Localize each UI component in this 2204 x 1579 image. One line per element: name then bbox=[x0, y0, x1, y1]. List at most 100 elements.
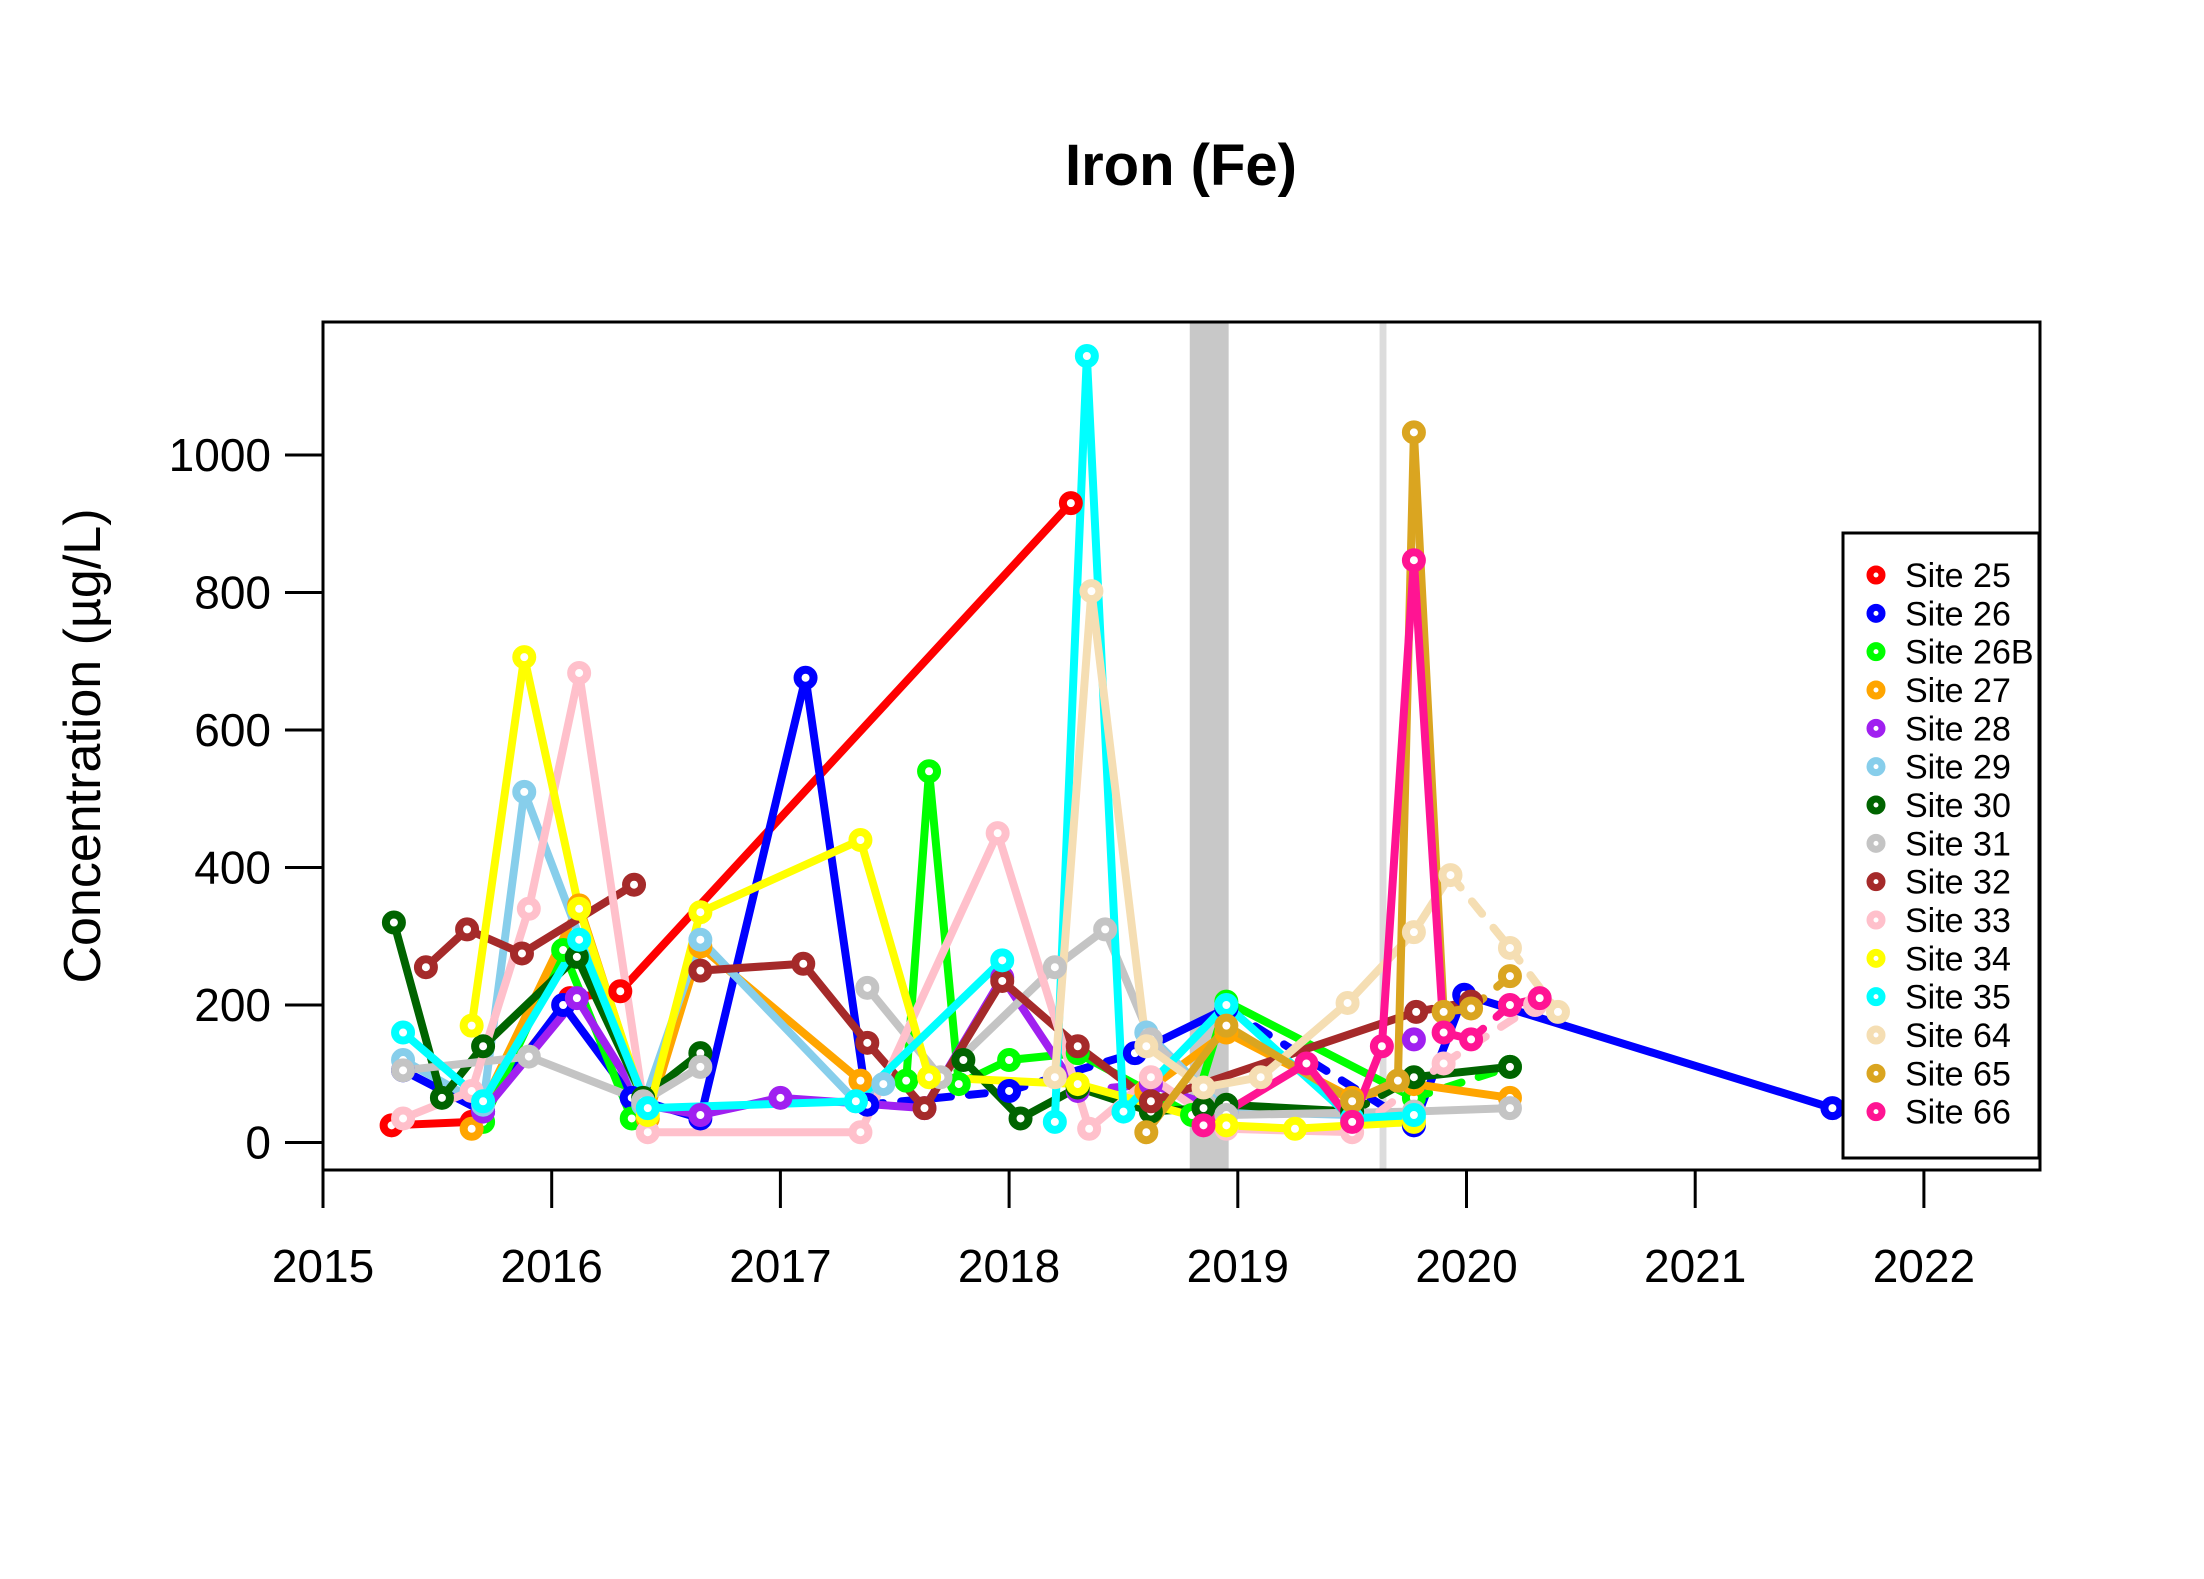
data-point bbox=[1335, 990, 1360, 1015]
data-point bbox=[1459, 1027, 1484, 1052]
data-point bbox=[1294, 1051, 1319, 1076]
data-point bbox=[512, 645, 537, 670]
data-point bbox=[1214, 993, 1239, 1017]
legend-marker bbox=[1866, 910, 1886, 930]
data-point bbox=[1134, 1120, 1159, 1145]
data-point bbox=[843, 1089, 868, 1114]
data-point bbox=[567, 660, 592, 685]
x-tick-label: 2018 bbox=[958, 1240, 1060, 1292]
data-point bbox=[1497, 1096, 1522, 1121]
data-point bbox=[1459, 996, 1484, 1021]
legend-marker bbox=[1866, 642, 1886, 662]
data-point bbox=[1340, 1089, 1365, 1114]
line-segment bbox=[1050, 587, 1096, 1082]
x-tick-label: 2017 bbox=[729, 1240, 831, 1292]
data-point bbox=[855, 1030, 880, 1055]
data-point bbox=[894, 1068, 919, 1093]
data-point bbox=[848, 1120, 873, 1145]
data-point bbox=[635, 1096, 660, 1121]
legend-label: Site 34 bbox=[1905, 940, 2011, 978]
line-segment bbox=[575, 668, 652, 1137]
legend-label: Site 31 bbox=[1905, 825, 2011, 863]
legend-entry: Site 26 bbox=[1866, 595, 2011, 633]
legend-entry: Site 33 bbox=[1866, 902, 2011, 940]
data-point bbox=[1401, 420, 1426, 445]
data-point bbox=[917, 759, 942, 784]
data-point bbox=[1214, 1013, 1239, 1038]
line-segment bbox=[1446, 871, 1514, 952]
legend-marker bbox=[1866, 603, 1886, 623]
data-point bbox=[1008, 1106, 1033, 1131]
line-segment bbox=[863, 1086, 1014, 1109]
data-point bbox=[1527, 986, 1552, 1011]
y-tick-label: 800 bbox=[194, 567, 271, 619]
data-point bbox=[1401, 1103, 1426, 1127]
line-segment bbox=[479, 935, 584, 1106]
series-lines bbox=[387, 352, 1837, 1137]
legend-marker bbox=[1866, 987, 1886, 1007]
data-point bbox=[516, 1044, 541, 1069]
y-tick-label: 400 bbox=[194, 842, 271, 894]
y-axis-label: Concentration (µg/L) bbox=[54, 508, 112, 983]
data-point bbox=[997, 1048, 1022, 1072]
data-point bbox=[997, 1078, 1022, 1103]
legend-entry: Site 25 bbox=[1866, 557, 2011, 595]
highlight-bands bbox=[1189, 322, 1387, 1170]
data-point bbox=[1404, 999, 1429, 1024]
line-segment bbox=[616, 499, 1075, 996]
legend-label: Site 26B bbox=[1905, 634, 2034, 672]
legend-marker bbox=[1866, 718, 1886, 738]
data-point bbox=[1065, 1034, 1090, 1059]
legend-marker bbox=[1866, 757, 1886, 777]
data-point bbox=[848, 1068, 873, 1093]
x-tick-label: 2019 bbox=[1187, 1240, 1289, 1292]
series-points bbox=[379, 344, 1845, 1145]
data-point bbox=[1093, 917, 1118, 942]
line-segment bbox=[1393, 428, 1418, 1085]
data-point bbox=[1138, 1065, 1163, 1090]
data-point bbox=[429, 1085, 454, 1110]
data-point bbox=[1282, 1116, 1307, 1141]
x-tick-label: 2016 bbox=[501, 1240, 603, 1292]
data-point bbox=[381, 910, 406, 935]
data-point bbox=[1042, 955, 1067, 980]
legend-label: Site 33 bbox=[1905, 902, 2011, 940]
legend-label: Site 32 bbox=[1905, 864, 2011, 902]
series-points-site-35 bbox=[391, 344, 1426, 1134]
legend-marker bbox=[1866, 1063, 1886, 1083]
x-tick-label: 2015 bbox=[272, 1240, 374, 1292]
legend-entry: Site 28 bbox=[1866, 710, 2011, 748]
x-axis: 2015 2016 2017 2018 2019 2020 2021 2022 bbox=[272, 1170, 1975, 1292]
data-point bbox=[1077, 1116, 1102, 1141]
line-segment bbox=[959, 1056, 1025, 1123]
legend-entry: Site 65 bbox=[1866, 1055, 2011, 1093]
data-point bbox=[1079, 579, 1104, 604]
line-segment bbox=[799, 959, 872, 1047]
legend-entry: Site 32 bbox=[1866, 864, 2011, 902]
data-point bbox=[688, 958, 713, 983]
data-point bbox=[622, 872, 647, 897]
data-point bbox=[688, 900, 713, 925]
data-point bbox=[1497, 993, 1522, 1017]
legend-marker bbox=[1866, 1102, 1886, 1122]
data-point bbox=[1065, 1072, 1090, 1097]
data-point bbox=[912, 1096, 937, 1121]
legend-label: Site 64 bbox=[1905, 1017, 2011, 1055]
data-point bbox=[1074, 344, 1099, 368]
x-tick-label: 2021 bbox=[1644, 1240, 1746, 1292]
legend-marker bbox=[1866, 948, 1886, 968]
series-line-site-64 bbox=[1050, 587, 1562, 1092]
data-point bbox=[1497, 964, 1522, 989]
legend-entry: Site 26B bbox=[1866, 634, 2034, 672]
series-points-site-66 bbox=[1191, 548, 1552, 1138]
data-point bbox=[567, 896, 592, 921]
data-point bbox=[1438, 863, 1463, 888]
legend-label: Site 66 bbox=[1905, 1094, 2011, 1132]
data-point bbox=[564, 986, 589, 1011]
line-segment bbox=[1256, 998, 1352, 1082]
legend-label: Site 35 bbox=[1905, 979, 2011, 1017]
plot-border bbox=[321, 320, 2042, 1172]
line-segment bbox=[696, 959, 808, 975]
data-point bbox=[1431, 999, 1456, 1024]
